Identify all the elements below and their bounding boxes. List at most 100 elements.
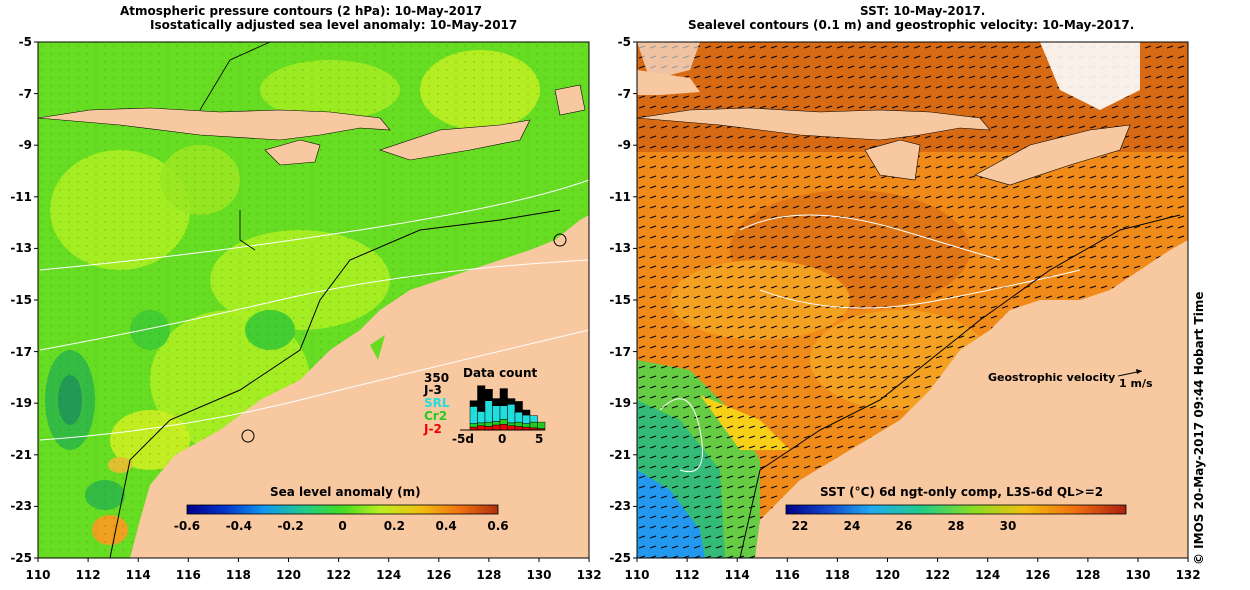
sla-colorbar-tick: -0.6	[173, 519, 201, 533]
histogram-bar-cr2	[507, 422, 516, 426]
geostrophic-velocity-label: Geostrophic velocity	[988, 371, 1116, 384]
histogram-bar-srl	[522, 414, 531, 424]
lat-tick-label: -17	[10, 344, 32, 359]
histogram-bar-cr2	[469, 423, 478, 428]
histogram-bar-j3	[484, 389, 493, 401]
lon-tick-label: 118	[225, 568, 251, 582]
histogram-bar-srl	[507, 404, 516, 424]
lon-tick-label: 124	[376, 568, 402, 582]
lon-tick-label: 116	[175, 568, 201, 582]
lon-tick-label: 110	[25, 568, 51, 582]
histogram-bar-j3	[514, 401, 523, 413]
sst-colorbar-tick: 26	[895, 519, 913, 533]
data-count-x-tick: 0	[498, 432, 507, 446]
lat-tick-label: -19	[10, 396, 32, 411]
sst-colorbar-title: SST (°C) 6d ngt-only comp, L3S-6d QL>=2	[820, 485, 1104, 499]
histogram-bar-cr2	[522, 423, 531, 428]
right-map	[637, 42, 1188, 558]
histogram-bar-j3	[477, 385, 486, 412]
sla-colorbar-title: Sea level anomaly (m)	[270, 485, 421, 499]
data-count-title: Data count	[463, 366, 538, 380]
histogram-bar-srl	[514, 411, 523, 423]
histogram-bar-j2	[514, 426, 523, 431]
right-title-line1: SST: 10-May-2017.	[860, 4, 986, 18]
histogram-bar-cr2	[529, 421, 538, 429]
lat-tick-label: -13	[609, 241, 631, 256]
lat-tick-label: -9	[617, 138, 631, 153]
lon-tick-label: 122	[326, 568, 352, 582]
lat-tick-label: -17	[609, 344, 631, 359]
histogram-bar-j3	[499, 388, 508, 406]
geostrophic-velocity-scale: 1 m/s	[1119, 377, 1153, 390]
sst-colorbar	[785, 504, 1127, 515]
lon-tick-label: 128	[476, 568, 502, 582]
left-title-line2: Isostatically adjusted sea level anomaly…	[150, 18, 518, 32]
lon-tick-label: 128	[1075, 568, 1101, 582]
sst-colorbar-tick: 22	[791, 519, 809, 533]
lat-tick-label: -23	[609, 499, 631, 514]
histogram-bar-j2	[484, 426, 493, 431]
lat-tick-label: -19	[609, 396, 631, 411]
histogram-bar-j3	[492, 398, 501, 406]
lat-tick-label: -9	[18, 138, 32, 153]
lon-tick-label: 112	[75, 568, 101, 582]
histogram-bar-j3	[522, 409, 531, 416]
data-count-histogram	[469, 385, 546, 431]
histogram-bar-srl	[529, 415, 538, 423]
lat-tick-label: -25	[609, 551, 631, 565]
lon-tick-label: 132	[576, 568, 602, 582]
lat-tick-label: -21	[609, 447, 631, 462]
left-title-line1: Atmospheric pressure contours (2 hPa): 1…	[120, 4, 483, 18]
histogram-bar-cr2	[492, 421, 501, 426]
lat-tick-label: -11	[10, 189, 32, 204]
sla-colorbar-tick: -0.2	[277, 519, 304, 533]
histogram-bar-srl	[499, 405, 508, 420]
histogram-bar-cr2	[484, 421, 493, 427]
lon-tick-label: 126	[1025, 568, 1051, 582]
lat-tick-label: -23	[10, 499, 32, 514]
histogram-bar-j2	[492, 424, 501, 431]
lon-tick-label: 132	[1175, 568, 1201, 582]
histogram-bar-srl	[484, 400, 493, 423]
sla-colorbar-tick: 0.4	[435, 519, 457, 533]
histogram-bar-srl	[469, 406, 478, 424]
sst-colorbar-tick: 28	[947, 519, 965, 533]
lon-tick-label: 114	[125, 568, 151, 582]
sla-colorbar-tick: -0.4	[225, 519, 252, 533]
lon-tick-label: 110	[624, 568, 650, 582]
histogram-bar-j3	[507, 398, 516, 405]
lat-tick-label: -15	[609, 293, 631, 307]
lon-tick-label: 114	[724, 568, 750, 582]
sst-colorbar-tick: 30	[999, 519, 1017, 533]
lat-tick-label: -25	[10, 551, 32, 565]
sla-colorbar-tick: 0.6	[487, 519, 509, 533]
histogram-bar-srl	[492, 405, 501, 422]
lon-tick-label: 116	[774, 568, 800, 582]
lon-tick-label: 126	[426, 568, 452, 582]
sla-colorbar-tick: 0.2	[383, 519, 405, 533]
right-title-line2: Sealevel contours (0.1 m) and geostrophi…	[688, 18, 1135, 32]
data-count-x-tick: 5	[535, 432, 544, 446]
sla-colorbar	[186, 504, 499, 515]
histogram-bar-j3	[469, 400, 478, 407]
left-map	[38, 42, 589, 558]
lon-tick-label: 130	[1125, 568, 1151, 582]
histogram-bar-j2	[477, 425, 486, 431]
histogram-bar-j2	[507, 425, 516, 431]
imos-credit: © IMOS 20-May-2017 09:44 Hobart Time	[1192, 291, 1206, 565]
lat-tick-label: -21	[10, 447, 32, 462]
lon-tick-label: 130	[526, 568, 552, 582]
sla-colorbar-tick: 0	[338, 519, 347, 533]
lon-tick-label: 118	[824, 568, 850, 582]
satellite-label-cr2: Cr2	[424, 409, 448, 423]
lon-tick-label: 122	[925, 568, 951, 582]
histogram-bar-cr2	[537, 421, 546, 429]
histogram-bar-srl	[477, 411, 486, 424]
lon-tick-label: 120	[275, 568, 302, 582]
data-count-max: 350	[424, 371, 450, 385]
lon-tick-label: 120	[874, 568, 901, 582]
lat-tick-label: -11	[609, 189, 631, 204]
lat-tick-label: -13	[10, 241, 32, 256]
satellite-label-j-3: J-3	[424, 383, 442, 397]
histogram-bar-cr2	[514, 421, 523, 427]
